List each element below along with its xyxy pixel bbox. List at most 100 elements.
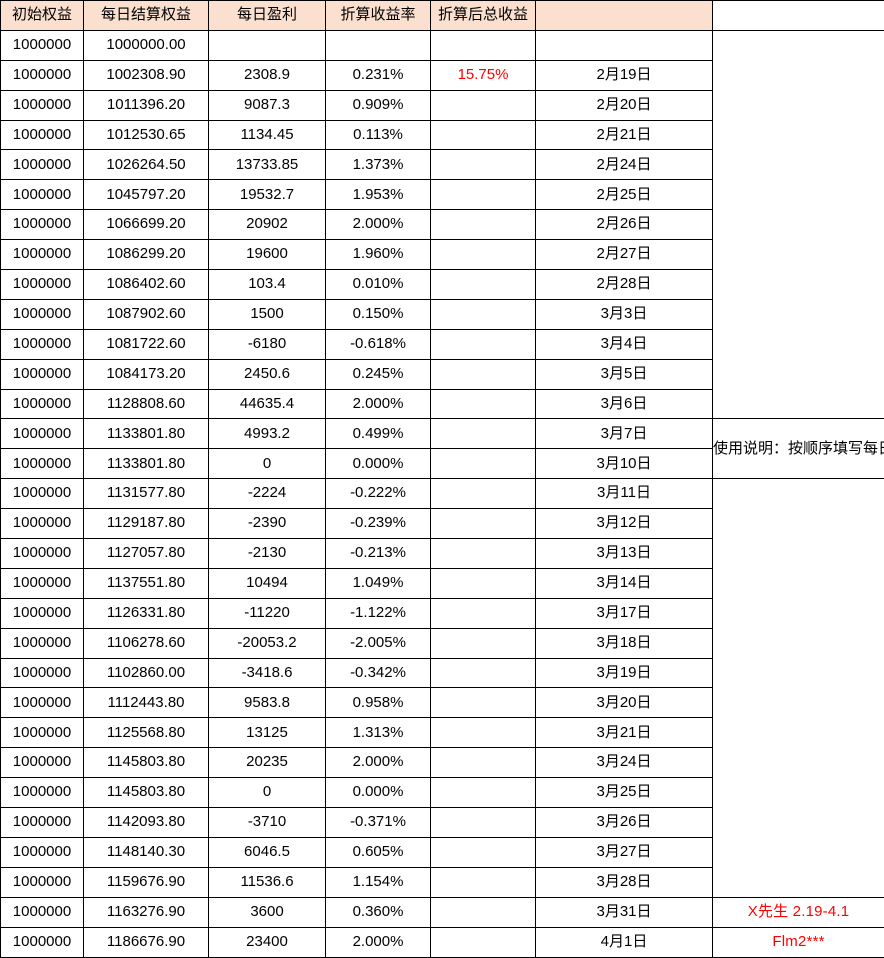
cell-daily-balance[interactable]: 1145803.80 [84, 778, 209, 808]
cell-daily-profit[interactable]: 1500 [209, 299, 326, 329]
cell-daily-balance[interactable]: 1045797.20 [84, 180, 209, 210]
cell-initial-equity[interactable]: 1000000 [1, 539, 84, 569]
cell-daily-balance[interactable]: 1012530.65 [84, 120, 209, 150]
cell-initial-equity[interactable]: 1000000 [1, 210, 84, 240]
cell-total-return[interactable] [431, 837, 536, 867]
cell-daily-profit[interactable]: 9583.8 [209, 688, 326, 718]
cell-date[interactable] [536, 30, 713, 60]
cell-daily-balance[interactable]: 1163276.90 [84, 897, 209, 927]
cell-total-return[interactable] [431, 718, 536, 748]
cell-total-return[interactable] [431, 688, 536, 718]
cell-daily-balance[interactable]: 1128808.60 [84, 389, 209, 419]
cell-initial-equity[interactable]: 1000000 [1, 718, 84, 748]
cell-converted-rate[interactable]: 0.909% [326, 90, 431, 120]
cell-initial-equity[interactable]: 1000000 [1, 897, 84, 927]
cell-date[interactable]: 3月13日 [536, 539, 713, 569]
cell-converted-rate[interactable]: -0.371% [326, 808, 431, 838]
cell-daily-profit[interactable]: 6046.5 [209, 837, 326, 867]
cell-converted-rate[interactable]: -0.342% [326, 658, 431, 688]
cell-daily-profit[interactable]: 10494 [209, 568, 326, 598]
cell-initial-equity[interactable]: 1000000 [1, 30, 84, 60]
cell-daily-profit[interactable]: 3600 [209, 897, 326, 927]
cell-daily-profit[interactable]: 4993.2 [209, 419, 326, 449]
cell-daily-profit[interactable]: 103.4 [209, 270, 326, 300]
cell-daily-profit[interactable]: 11536.6 [209, 867, 326, 897]
cell-daily-balance[interactable]: 1086299.20 [84, 240, 209, 270]
cell-total-return[interactable] [431, 628, 536, 658]
cell-daily-profit[interactable]: -2390 [209, 509, 326, 539]
cell-initial-equity[interactable]: 1000000 [1, 568, 84, 598]
cell-converted-rate[interactable]: 0.958% [326, 688, 431, 718]
cell-converted-rate[interactable]: 0.499% [326, 419, 431, 449]
cell-daily-balance[interactable]: 1145803.80 [84, 748, 209, 778]
cell-converted-rate[interactable]: 1.960% [326, 240, 431, 270]
cell-daily-balance[interactable]: 1142093.80 [84, 808, 209, 838]
cell-initial-equity[interactable]: 1000000 [1, 359, 84, 389]
cell-date[interactable]: 2月27日 [536, 240, 713, 270]
cell-converted-rate[interactable]: 0.245% [326, 359, 431, 389]
cell-total-return[interactable] [431, 419, 536, 449]
cell-total-return[interactable] [431, 150, 536, 180]
cell-total-return[interactable] [431, 270, 536, 300]
cell-daily-balance[interactable]: 1026264.50 [84, 150, 209, 180]
cell-initial-equity[interactable]: 1000000 [1, 60, 84, 90]
cell-daily-balance[interactable]: 1148140.30 [84, 837, 209, 867]
cell-daily-profit[interactable]: -3710 [209, 808, 326, 838]
cell-initial-equity[interactable]: 1000000 [1, 658, 84, 688]
cell-daily-profit[interactable]: 9087.3 [209, 90, 326, 120]
cell-total-return[interactable] [431, 897, 536, 927]
column-header-total[interactable]: 折算后总收益 [431, 1, 536, 31]
cell-date[interactable]: 3月31日 [536, 897, 713, 927]
cell-date[interactable]: 3月19日 [536, 658, 713, 688]
cell-date[interactable]: 3月27日 [536, 837, 713, 867]
cell-initial-equity[interactable]: 1000000 [1, 628, 84, 658]
cell-daily-balance[interactable]: 1086402.60 [84, 270, 209, 300]
cell-date[interactable]: 2月25日 [536, 180, 713, 210]
cell-converted-rate[interactable]: 0.000% [326, 449, 431, 479]
cell-converted-rate[interactable]: 0.000% [326, 778, 431, 808]
cell-date[interactable]: 4月1日 [536, 927, 713, 957]
cell-date[interactable]: 3月3日 [536, 299, 713, 329]
cell-total-return[interactable] [431, 299, 536, 329]
cell-daily-balance[interactable]: 1002308.90 [84, 60, 209, 90]
cell-total-return[interactable] [431, 180, 536, 210]
cell-date[interactable]: 3月5日 [536, 359, 713, 389]
cell-date[interactable]: 3月6日 [536, 389, 713, 419]
cell-converted-rate[interactable]: 1.049% [326, 568, 431, 598]
cell-date[interactable]: 3月7日 [536, 419, 713, 449]
cell-daily-profit[interactable]: 20235 [209, 748, 326, 778]
cell-total-return[interactable] [431, 30, 536, 60]
cell-total-return[interactable] [431, 778, 536, 808]
cell-initial-equity[interactable]: 1000000 [1, 180, 84, 210]
cell-date[interactable]: 2月26日 [536, 210, 713, 240]
cell-initial-equity[interactable]: 1000000 [1, 479, 84, 509]
cell-total-return[interactable] [431, 359, 536, 389]
cell-total-return[interactable] [431, 539, 536, 569]
cell-daily-balance[interactable]: 1000000.00 [84, 30, 209, 60]
cell-daily-balance[interactable]: 1066699.20 [84, 210, 209, 240]
cell-date[interactable]: 2月21日 [536, 120, 713, 150]
cell-converted-rate[interactable]: 0.605% [326, 837, 431, 867]
cell-total-return[interactable] [431, 808, 536, 838]
cell-total-return[interactable] [431, 479, 536, 509]
cell-date[interactable]: 3月11日 [536, 479, 713, 509]
cell-total-return[interactable]: 15.75% [431, 60, 536, 90]
cell-daily-profit[interactable]: 19600 [209, 240, 326, 270]
cell-initial-equity[interactable]: 1000000 [1, 270, 84, 300]
cell-total-return[interactable] [431, 927, 536, 957]
cell-initial-equity[interactable]: 1000000 [1, 449, 84, 479]
cell-converted-rate[interactable]: 1.373% [326, 150, 431, 180]
cell-daily-profit[interactable]: -2130 [209, 539, 326, 569]
cell-converted-rate[interactable]: 2.000% [326, 210, 431, 240]
cell-date[interactable]: 3月20日 [536, 688, 713, 718]
cell-daily-profit[interactable]: 2308.9 [209, 60, 326, 90]
cell-daily-profit[interactable]: 0 [209, 449, 326, 479]
cell-daily-profit[interactable]: 2450.6 [209, 359, 326, 389]
cell-initial-equity[interactable]: 1000000 [1, 240, 84, 270]
cell-date[interactable]: 2月28日 [536, 270, 713, 300]
cell-date[interactable]: 3月17日 [536, 598, 713, 628]
cell-converted-rate[interactable]: 1.313% [326, 718, 431, 748]
cell-converted-rate[interactable]: 0.150% [326, 299, 431, 329]
cell-date[interactable]: 3月14日 [536, 568, 713, 598]
cell-total-return[interactable] [431, 240, 536, 270]
